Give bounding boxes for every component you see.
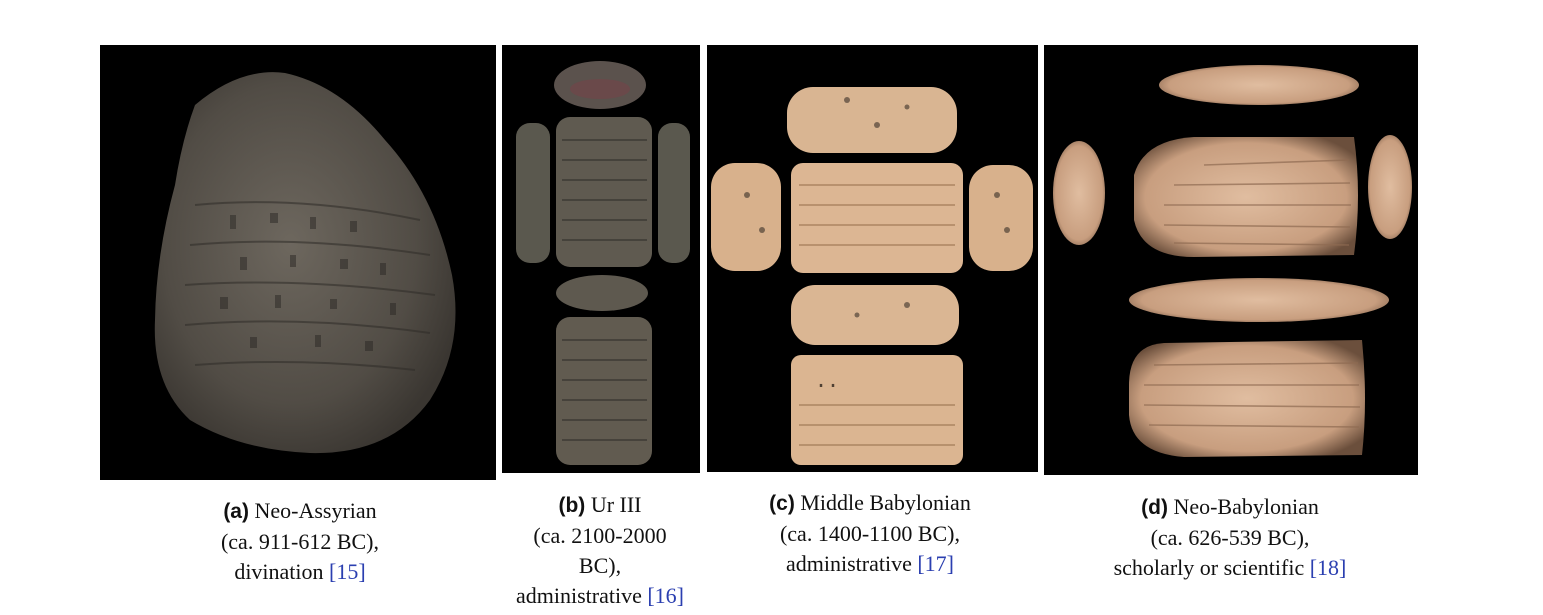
- tablet-fragment-shape: [154, 72, 456, 454]
- figure-c-caption: (c) Middle Babylonian (ca. 1400-1100 BC)…: [720, 488, 1020, 579]
- figure-b-dates: (ca. 2100-2000: [533, 523, 667, 548]
- museum-number-mark: ..: [815, 368, 839, 392]
- figure-b-period: Ur III: [590, 492, 642, 517]
- figure-b-tag: (b): [558, 494, 586, 517]
- figure-d-image: [1044, 45, 1418, 475]
- figure-d-caption: (d) Neo-Babylonian (ca. 626-539 BC), sch…: [1070, 492, 1390, 583]
- figure-a-citation-link[interactable]: [15]: [329, 559, 366, 584]
- figure-a-dates: (ca. 911-612 BC),: [220, 529, 380, 554]
- figure-a-genre: divination: [234, 559, 324, 584]
- figure-a-tag: (a): [223, 500, 249, 523]
- figure-c-tag: (c): [769, 492, 795, 515]
- figure-d-genre: scholarly or scientific: [1113, 555, 1305, 580]
- figure-b-citation-link[interactable]: [16]: [647, 583, 684, 608]
- figure-d-citation-link[interactable]: [18]: [1309, 555, 1347, 580]
- figure-c-citation-link[interactable]: [17]: [917, 551, 954, 576]
- figure-b-dates-cont: BC),: [578, 553, 622, 578]
- figure-b-image: [502, 45, 700, 473]
- figure-c-genre: administrative: [785, 551, 912, 576]
- figure-c-dates: (ca. 1400-1100 BC),: [779, 521, 961, 546]
- figure-d-tag: (d): [1141, 496, 1168, 519]
- figure-a-period: Neo-Assyrian: [254, 498, 377, 523]
- figure-c-image: ..: [707, 45, 1038, 472]
- figure-c-period: Middle Babylonian: [800, 490, 971, 515]
- figure-b-genre: administrative: [515, 583, 642, 608]
- figure-a-caption: (a) Neo-Assyrian (ca. 911-612 BC), divin…: [140, 496, 460, 587]
- figure-a-image: [100, 45, 496, 480]
- figure-d-period: Neo-Babylonian: [1173, 494, 1319, 519]
- figure-b-caption: (b) Ur III (ca. 2100-2000 BC), administr…: [490, 490, 710, 611]
- figure-d-dates: (ca. 626-539 BC),: [1150, 525, 1310, 550]
